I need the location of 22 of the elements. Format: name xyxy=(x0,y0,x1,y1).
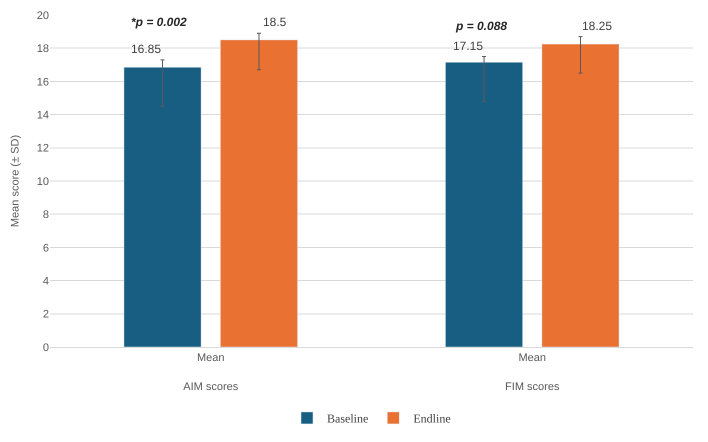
category-label: Mean AIM scores xyxy=(183,352,238,393)
data-label: 18.25 xyxy=(582,19,612,33)
y-tick-label: 6 xyxy=(42,242,49,254)
y-tick-label: 18 xyxy=(36,43,49,56)
y-tick-label: 4 xyxy=(42,275,49,288)
legend-label: Baseline xyxy=(327,412,368,426)
data-label: 16.85 xyxy=(131,42,162,56)
legend-label: Endline xyxy=(413,412,451,426)
y-axis-title: Mean score (± SD) xyxy=(9,134,22,228)
y-tick-label: 12 xyxy=(36,142,49,155)
annotation: *p = 0.002 xyxy=(131,15,188,29)
y-tick-label: 10 xyxy=(36,176,49,188)
y-tick-label: 16 xyxy=(36,76,49,88)
y-tick-label: 0 xyxy=(42,342,49,354)
annotation: p = 0.088 xyxy=(455,19,508,33)
category-label: Mean FIM scores xyxy=(505,352,560,393)
y-tick-label: 14 xyxy=(36,109,49,122)
data-label: 17.15 xyxy=(453,39,484,53)
y-tick-label: 2 xyxy=(42,308,49,321)
y-tick-label: 20 xyxy=(36,10,49,22)
data-label: 18.5 xyxy=(263,15,287,29)
y-tick-label: 8 xyxy=(42,209,49,222)
